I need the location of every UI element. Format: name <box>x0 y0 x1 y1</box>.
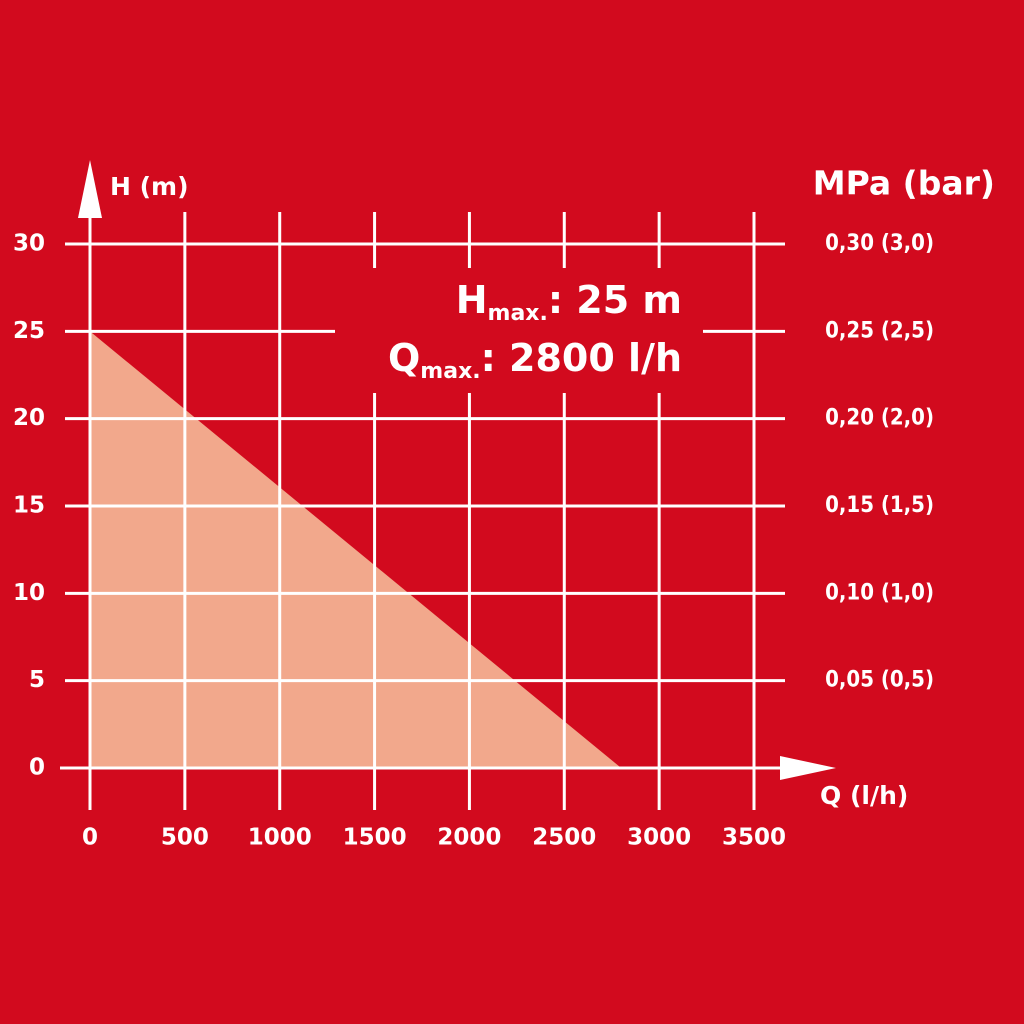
y2-tick-label: 0,25 (2,5) <box>825 318 934 343</box>
annotation-sub: max. <box>420 359 480 384</box>
x-tick-label: 1000 <box>248 825 312 851</box>
x-tick-label: 2500 <box>532 825 596 851</box>
y2-axis-title: MPa (bar) <box>813 164 995 203</box>
x-tick-label: 0 <box>82 825 98 851</box>
annotation: Qmax.: 2800 l/h <box>388 336 682 385</box>
x-arrow <box>780 756 836 780</box>
y-tick-label: 5 <box>29 667 45 693</box>
y-tick-label: 0 <box>29 755 45 781</box>
y-tick-label: 10 <box>13 580 45 606</box>
y2-tick-label: 0,15 (1,5) <box>825 493 934 518</box>
annotation-rest: : 2800 l/h <box>481 336 682 380</box>
annotation-rest: : 25 m <box>548 278 682 322</box>
y-tick-label: 25 <box>13 318 45 344</box>
area <box>90 331 622 768</box>
x-tick-label: 1500 <box>343 825 407 851</box>
y2-tick-label: 0,10 (1,0) <box>825 580 934 605</box>
y2-tick-label: 0,05 (0,5) <box>825 668 934 693</box>
annotation: Hmax.: 25 m <box>456 278 682 327</box>
y-tick-label: 20 <box>13 405 45 431</box>
x-tick-label: 3000 <box>627 825 691 851</box>
x-tick-label: 2000 <box>437 825 501 851</box>
annotation-main: Q <box>388 336 420 380</box>
y2-tick-label: 0,30 (3,0) <box>825 231 934 256</box>
x-axis-title: Q (l/h) <box>820 781 908 810</box>
y-tick-label: 30 <box>13 231 45 257</box>
annotation-mask <box>335 268 703 393</box>
y-tick-label: 15 <box>13 493 45 519</box>
annotation-sub: max. <box>488 301 548 326</box>
y-axis-title: H (m) <box>110 172 189 201</box>
x-tick-label: 500 <box>161 825 209 851</box>
annotation-main: H <box>456 278 488 322</box>
x-tick-label: 3500 <box>722 825 786 851</box>
y-arrow <box>78 160 102 218</box>
y2-tick-label: 0,20 (2,0) <box>825 406 934 431</box>
